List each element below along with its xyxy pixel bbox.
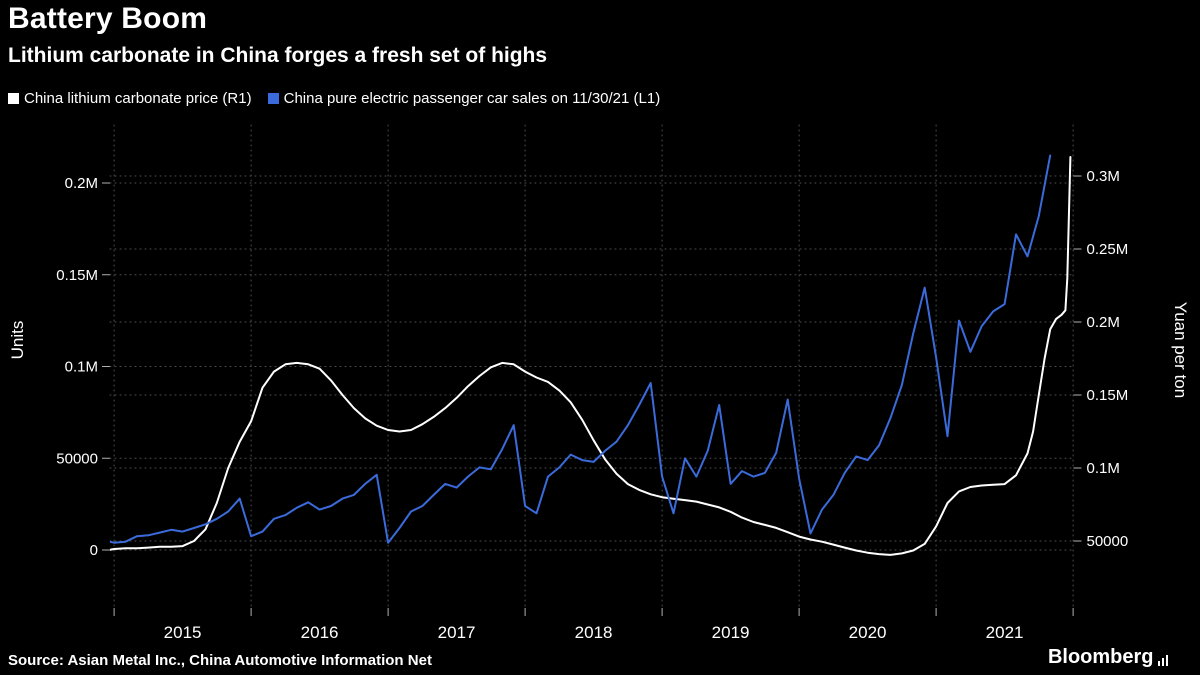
svg-text:0.1M: 0.1M (1087, 460, 1120, 477)
svg-text:0.25M: 0.25M (1087, 241, 1129, 258)
svg-text:0.3M: 0.3M (1087, 168, 1120, 185)
chart-subtitle: Lithium carbonate in China forges a fres… (8, 44, 548, 67)
svg-text:50000: 50000 (1087, 533, 1129, 550)
svg-text:2021: 2021 (986, 623, 1024, 642)
right-axis-title: Yuan per ton (1171, 301, 1190, 399)
svg-text:2017: 2017 (438, 623, 476, 642)
svg-text:0: 0 (90, 542, 98, 559)
legend-item-ev-sales: China pure electric passenger car sales … (267, 90, 661, 107)
legend-item-lithium-price: China lithium carbonate price (R1) (8, 90, 252, 107)
svg-text:2015: 2015 (164, 623, 202, 642)
svg-text:0.15M: 0.15M (1087, 387, 1129, 404)
lithium-price-line (110, 156, 1072, 556)
svg-text:50000: 50000 (56, 450, 98, 467)
legend-label-lithium-price: China lithium carbonate price (R1) (24, 90, 252, 107)
left-axis-title: Units (8, 320, 27, 360)
legend-label-ev-sales: China pure electric passenger car sales … (283, 90, 661, 107)
svg-text:2019: 2019 (712, 623, 750, 642)
axis-ticks-and-labels: 0 50000 0.1M 0.15M 0.2M 50000 0.1M 0.15M 0.2M 0.2… (56, 168, 1128, 642)
svg-text:0.1M: 0.1M (65, 359, 98, 376)
legend: China lithium carbonate price (R1) China… (8, 90, 660, 107)
gridlines (109, 124, 1074, 609)
svg-text:0.2M: 0.2M (1087, 314, 1120, 331)
bloomberg-bars-icon (1157, 655, 1168, 669)
svg-text:2018: 2018 (575, 623, 613, 642)
chart-title: Battery Boom (8, 2, 208, 35)
bloomberg-logo: Bloomberg (1048, 646, 1168, 669)
legend-swatch-white (8, 93, 19, 104)
legend-swatch-blue (267, 93, 279, 104)
svg-text:0.15M: 0.15M (56, 267, 98, 284)
svg-text:0.2M: 0.2M (65, 175, 98, 192)
bloomberg-wordmark: Bloomberg (1047, 646, 1154, 668)
svg-text:2016: 2016 (301, 623, 339, 642)
ev-sales-line (110, 154, 1052, 544)
source-text: Source: Asian Metal Inc., China Automoti… (8, 652, 432, 669)
svg-text:2020: 2020 (849, 623, 887, 642)
